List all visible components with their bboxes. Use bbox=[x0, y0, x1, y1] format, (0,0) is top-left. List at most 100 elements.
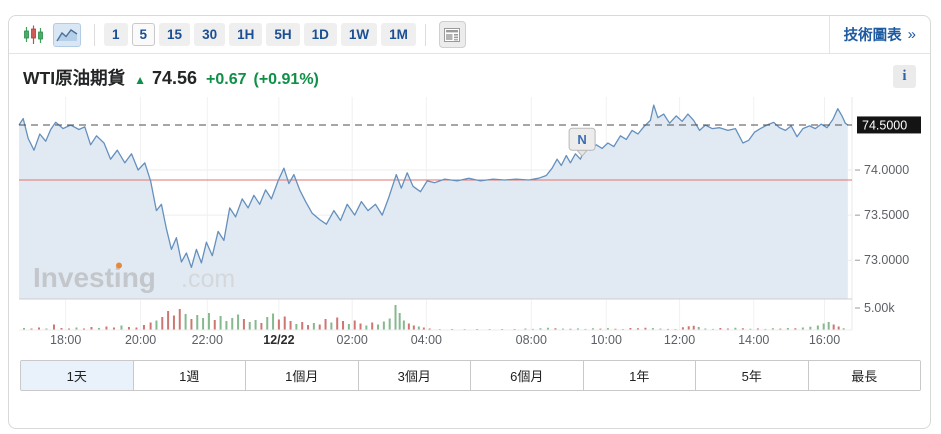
volume-bar bbox=[213, 320, 216, 330]
volume-axis-label: 5.00k bbox=[864, 301, 895, 315]
chart-widget: 1 5 15 30 1H 5H 1D 1W 1M 技術圖表 » WTI原油期貨 ▲ 74.56 … bbox=[8, 15, 931, 429]
interval-5[interactable]: 5 bbox=[131, 23, 156, 46]
volume-bar bbox=[330, 322, 333, 330]
volume-bar bbox=[301, 322, 304, 330]
x-axis-label: 16:00 bbox=[809, 333, 840, 347]
volume-bar bbox=[37, 327, 40, 330]
price-chart-svg[interactable]: Investing .com 74.0000 73.5000 73.0000 5.00k 7… bbox=[9, 92, 930, 360]
price-line bbox=[18, 104, 849, 269]
volume-bar bbox=[659, 328, 662, 330]
volume-bar bbox=[734, 327, 737, 330]
volume-bar bbox=[771, 328, 774, 330]
volume-bar bbox=[318, 324, 321, 330]
volume-bar bbox=[172, 315, 175, 330]
volume-bar bbox=[832, 324, 835, 330]
volume-bar bbox=[704, 328, 707, 330]
volume-bar bbox=[614, 328, 617, 330]
chevron-right-icon: » bbox=[907, 26, 916, 43]
volume-bar bbox=[105, 326, 108, 330]
volume-bar bbox=[45, 328, 48, 330]
volume-bar bbox=[75, 327, 78, 330]
instrument-title: WTI原油期貨 bbox=[23, 68, 126, 88]
news-marker-box[interactable] bbox=[568, 127, 596, 151]
volume-bar bbox=[402, 320, 405, 330]
volume-bar bbox=[254, 320, 257, 330]
range-5年[interactable]: 5年 bbox=[695, 361, 808, 390]
chart-area[interactable]: Investing .com 74.0000 73.5000 73.0000 5.00k 7… bbox=[9, 92, 930, 360]
volume-bar bbox=[599, 328, 602, 330]
volume-bar bbox=[155, 320, 158, 330]
volume-bar bbox=[336, 317, 339, 330]
volume-bar bbox=[692, 325, 695, 330]
volume-bar bbox=[666, 328, 669, 330]
interval-1w[interactable]: 1W bbox=[340, 23, 378, 46]
volume-bar bbox=[219, 316, 222, 330]
range-1年[interactable]: 1年 bbox=[582, 361, 695, 390]
x-axis-label: 08:00 bbox=[516, 333, 547, 347]
news-marker-label[interactable]: N bbox=[577, 132, 586, 147]
news-layout-button[interactable] bbox=[438, 21, 466, 48]
news-layout-icon bbox=[444, 27, 461, 42]
last-price: 74.56 bbox=[151, 68, 198, 88]
interval-30[interactable]: 30 bbox=[194, 23, 226, 46]
range-1天[interactable]: 1天 bbox=[21, 361, 133, 390]
volume-bar bbox=[822, 323, 825, 330]
volume-bar bbox=[546, 327, 549, 330]
volume-bar bbox=[242, 319, 245, 330]
volume-bar bbox=[52, 324, 55, 330]
volume-bar bbox=[365, 325, 368, 330]
y-axis-label: 74.0000 bbox=[864, 163, 909, 177]
volume-bar bbox=[353, 320, 356, 330]
range-1週[interactable]: 1週 bbox=[132, 361, 245, 390]
range-最長[interactable]: 最長 bbox=[807, 361, 920, 390]
volume-bar bbox=[382, 321, 385, 330]
volume-bar bbox=[67, 328, 70, 330]
range-3個月[interactable]: 3個月 bbox=[357, 361, 470, 390]
candlestick-chart-button[interactable] bbox=[23, 25, 45, 45]
range-6個月[interactable]: 6個月 bbox=[470, 361, 583, 390]
volume-bar bbox=[120, 325, 123, 330]
volume-bar bbox=[801, 327, 804, 330]
info-button[interactable]: i bbox=[893, 65, 916, 88]
volume-bar bbox=[22, 328, 25, 330]
x-axis-label: 20:00 bbox=[125, 333, 156, 347]
range-buttons: 1天 1週 1個月 3個月 6個月 1年 5年 最長 bbox=[20, 360, 921, 391]
volume-bar bbox=[359, 323, 362, 330]
volume-bar bbox=[697, 327, 700, 330]
volume-bar bbox=[196, 315, 199, 330]
volume-bar bbox=[651, 328, 654, 330]
interval-15[interactable]: 15 bbox=[159, 23, 191, 46]
volume-bar bbox=[312, 323, 315, 330]
last-price-label-box bbox=[857, 116, 921, 134]
volume-bar bbox=[576, 328, 579, 330]
volume-bar bbox=[786, 328, 789, 330]
volume-bar bbox=[248, 322, 251, 330]
technical-chart-label: 技術圖表 bbox=[843, 28, 902, 44]
range-1個月[interactable]: 1個月 bbox=[245, 361, 358, 390]
volume-bar bbox=[629, 328, 632, 330]
volume-bar bbox=[719, 328, 722, 330]
price-area bbox=[19, 105, 848, 299]
candlestick-icon bbox=[23, 25, 45, 45]
volume-bar bbox=[377, 324, 380, 330]
volume-bar bbox=[794, 328, 797, 330]
area-chart-button[interactable] bbox=[53, 22, 81, 47]
x-axis-label: 18:00 bbox=[50, 333, 81, 347]
volume-bar bbox=[422, 327, 425, 330]
interval-5h[interactable]: 5H bbox=[266, 23, 300, 46]
x-axis-label: 12:00 bbox=[664, 333, 695, 347]
interval-1[interactable]: 1 bbox=[104, 23, 128, 46]
volume-bar bbox=[584, 328, 587, 330]
interval-1h[interactable]: 1H bbox=[229, 23, 263, 46]
technical-chart-link[interactable]: 技術圖表 » bbox=[828, 16, 930, 53]
volume-bar bbox=[779, 328, 782, 330]
volume-bar bbox=[295, 324, 298, 330]
volume-bar bbox=[428, 328, 431, 330]
interval-1m[interactable]: 1M bbox=[381, 23, 416, 46]
volume-bar bbox=[606, 328, 609, 330]
interval-1d[interactable]: 1D bbox=[303, 23, 337, 46]
volume-bar bbox=[190, 319, 193, 330]
volume-bar bbox=[741, 328, 744, 330]
volume-bar bbox=[554, 328, 557, 330]
volume-bar bbox=[524, 328, 527, 330]
